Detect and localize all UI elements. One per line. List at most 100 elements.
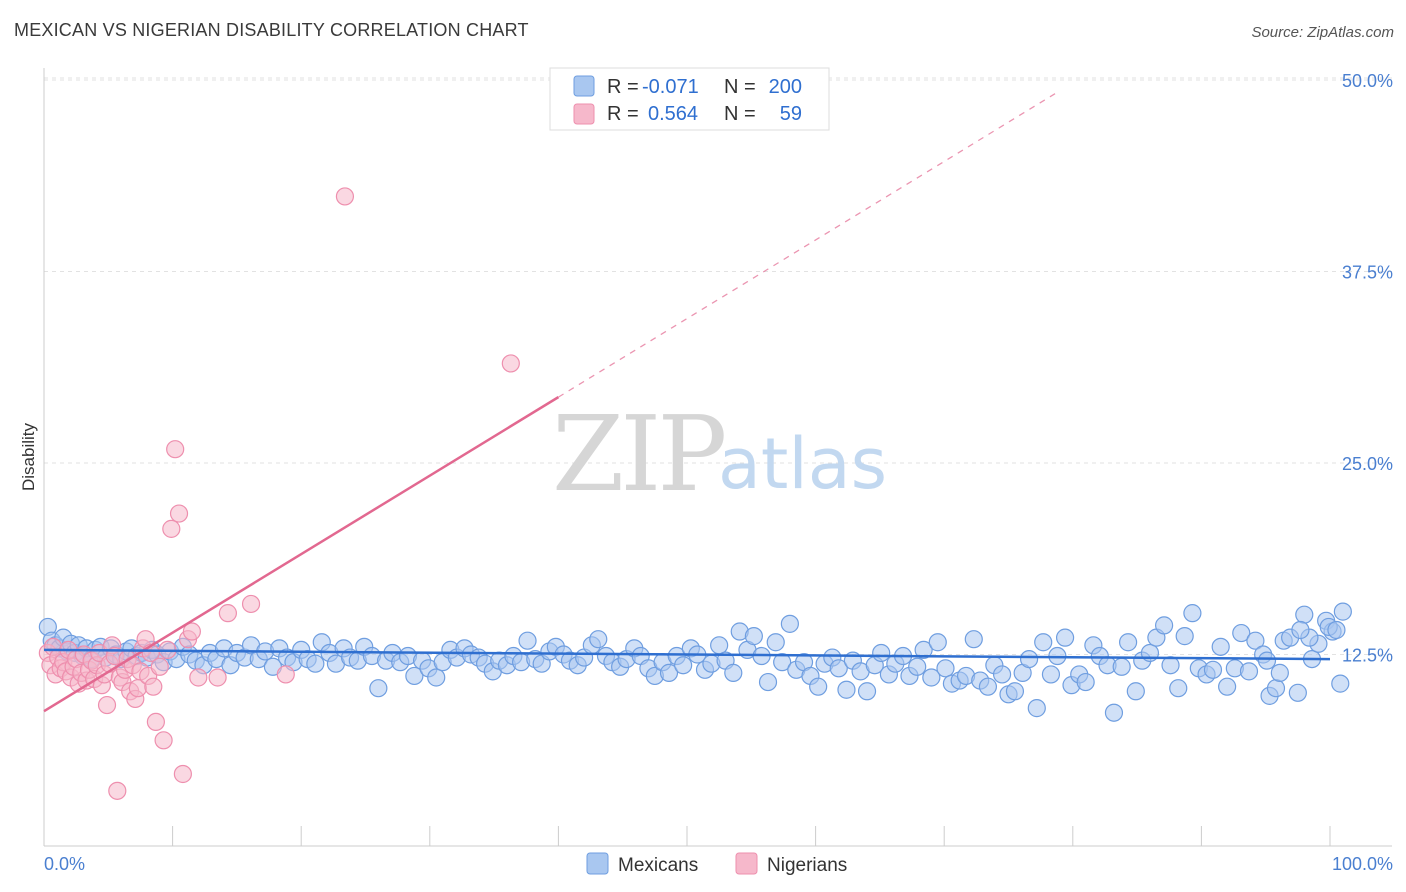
mexicans-point	[724, 663, 743, 682]
mexicans-point	[809, 677, 828, 696]
mexicans-point	[857, 682, 877, 701]
gridlines	[44, 77, 1392, 655]
legend-n-value-nigerians: 59	[780, 103, 802, 125]
mexicans-point	[518, 631, 537, 650]
nigerians-point	[208, 668, 227, 687]
nigerians-point	[241, 594, 261, 614]
mexicans-point	[780, 614, 799, 633]
nigerians-point	[97, 695, 117, 715]
nigerians-point	[276, 665, 295, 684]
mexicans-point	[1266, 679, 1286, 698]
mexicans-point	[710, 636, 729, 655]
mexicans-point	[1295, 605, 1314, 624]
nigerians-point	[144, 677, 163, 696]
nigerians-point	[189, 668, 208, 687]
nigerians-point	[335, 187, 355, 206]
legend-swatch-mexicans	[573, 75, 595, 97]
mexicans-point	[1005, 682, 1025, 701]
series-mexicans	[38, 602, 1352, 722]
mexicans-point	[1291, 620, 1310, 640]
nigerians-point	[182, 622, 201, 641]
nigerians-point	[154, 731, 173, 750]
mexicans-point	[1175, 627, 1194, 646]
legend-n-label-nigerians: N =	[724, 103, 756, 125]
mexicans-point	[964, 630, 983, 649]
watermark-zip: ZIP	[552, 393, 724, 515]
bottom-legend-swatch-nigerians	[735, 852, 758, 875]
mexicans-point	[369, 679, 388, 698]
mexicans-point	[978, 677, 998, 696]
mexicans-point	[1239, 662, 1259, 681]
watermark-atlas: atlas	[718, 423, 887, 505]
nigerians-trend-extension	[558, 90, 1061, 398]
mexicans-point	[1183, 604, 1202, 623]
mexicans-point	[1246, 631, 1265, 650]
mexicans-point	[1161, 656, 1180, 675]
mexicans-trend-line	[43, 648, 1331, 661]
watermark: ZIP atlas	[552, 393, 887, 515]
mexicans-point	[758, 672, 778, 692]
stats-legend: R = -0.071 N = 200 R = 0.564 N = 59	[549, 67, 830, 131]
mexicans-point	[773, 653, 792, 672]
mexicans-point	[908, 657, 927, 676]
mexicans-point	[405, 666, 424, 686]
mexicans-point	[992, 665, 1012, 684]
mexicans-point	[1211, 637, 1230, 656]
mexicans-point	[1027, 699, 1046, 718]
nigerians-point	[173, 764, 192, 784]
mexicans-point	[1257, 651, 1277, 670]
mexicans-point	[674, 656, 693, 675]
mexicans-point	[1270, 663, 1289, 682]
mexicans-point	[914, 640, 933, 660]
mexicans-point	[1218, 677, 1237, 696]
bottom-legend-label-mexicans: Mexicans	[618, 855, 698, 876]
legend-r-value-nigerians: 0.564	[648, 103, 698, 125]
mexicans-point	[1118, 633, 1138, 652]
nigerians-trend-line	[43, 396, 560, 713]
y-tick-label: 25.0%	[1342, 454, 1393, 474]
legend-r-label-mexicans: R =	[607, 76, 639, 98]
trend-lines	[43, 90, 1331, 713]
y-tick-label: 50.0%	[1342, 71, 1393, 91]
bottom-legend-swatch-mexicans	[586, 852, 609, 875]
bottom-legend-label-nigerians: Nigerians	[767, 855, 847, 876]
mexicans-point	[1104, 703, 1124, 722]
mexicans-point	[1333, 602, 1352, 621]
x-tick-label-max: 100.0%	[1332, 854, 1393, 874]
nigerians-point	[218, 604, 237, 623]
series-legend: Mexicans Nigerians	[586, 852, 847, 876]
legend-r-value-mexicans: -0.071	[642, 76, 699, 98]
mexicans-point	[1327, 620, 1346, 640]
legend-swatch-nigerians	[573, 103, 595, 125]
legend-n-label-mexicans: N =	[724, 76, 756, 98]
mexicans-point	[659, 663, 679, 682]
mexicans-point	[1288, 683, 1307, 702]
mexicans-point	[872, 643, 891, 663]
nigerians-point	[146, 712, 165, 732]
mexicans-point	[1155, 616, 1174, 635]
mexicans-point	[1041, 665, 1061, 684]
mexicans-point	[1169, 679, 1188, 698]
y-axis-title: Disability	[19, 422, 38, 491]
x-axis-ticks	[43, 826, 1331, 846]
mexicans-point	[1055, 628, 1075, 647]
mexicans-point	[922, 668, 941, 687]
mexicans-point	[1126, 682, 1145, 701]
mexicans-point	[306, 654, 325, 673]
mexicans-point	[928, 633, 947, 652]
mexicans-point	[1232, 623, 1251, 643]
mexicans-point	[427, 668, 446, 687]
mexicans-point	[589, 630, 608, 649]
nigerians-point	[501, 354, 520, 373]
source-label: Source: ZipAtlas.com	[1251, 24, 1394, 41]
y-tick-label: 37.5%	[1342, 263, 1393, 283]
nigerians-point	[166, 440, 185, 459]
mexicans-point	[829, 659, 848, 678]
nigerians-point	[108, 781, 127, 800]
y-tick-label: 12.5%	[1342, 646, 1393, 666]
legend-n-value-mexicans: 200	[769, 76, 802, 98]
mexicans-point	[1076, 672, 1095, 692]
chart-title: MEXICAN VS NIGERIAN DISABILITY CORRELATI…	[14, 20, 529, 40]
nigerians-point	[169, 504, 189, 523]
